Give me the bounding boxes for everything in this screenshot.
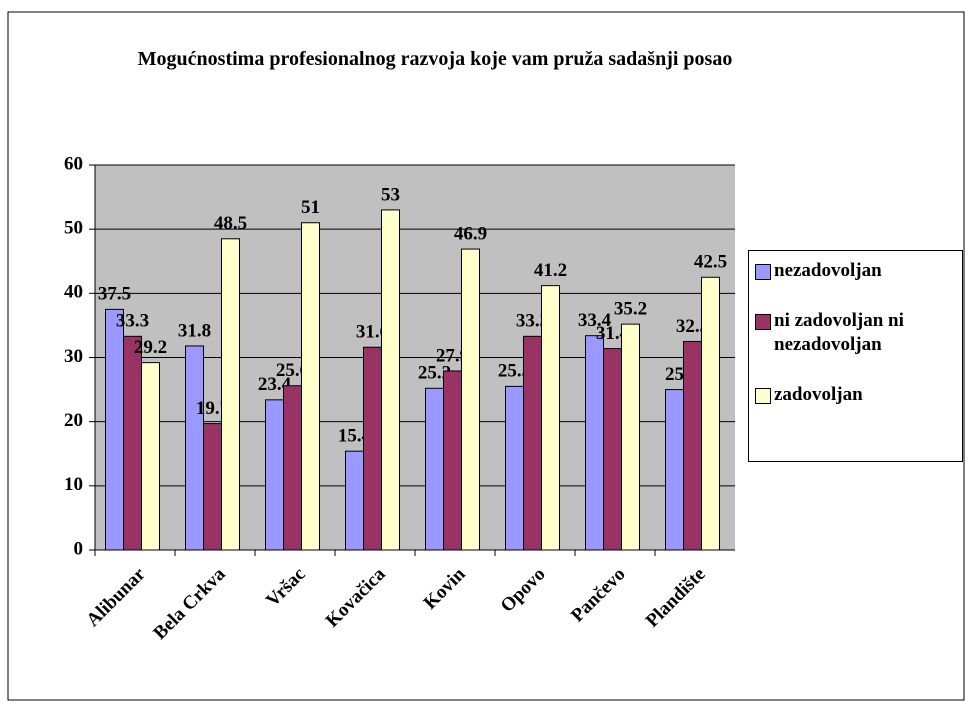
legend: nezadovoljan ni zadovoljan ni nezadovolja… [748, 250, 963, 462]
legend-label: ni zadovoljan ni nezadovoljan [774, 310, 904, 355]
data-label: 33.4 [578, 310, 612, 331]
data-label: 53 [381, 184, 400, 205]
bar [683, 340, 702, 551]
bar [585, 335, 604, 551]
legend-swatch [755, 314, 771, 330]
y-tick-label: 0 [74, 538, 84, 559]
bar [523, 335, 542, 551]
bar [541, 285, 560, 551]
legend-swatch [755, 388, 771, 404]
bar [123, 335, 142, 551]
data-label: 25.6 [276, 360, 309, 381]
y-tick-label: 40 [64, 282, 83, 303]
y-tick-label: 10 [64, 474, 83, 495]
x-tick-label: Plandište [642, 564, 710, 632]
bar [301, 222, 320, 551]
x-tick-label: Pančevo [567, 564, 630, 627]
x-tick-label: Kovin [420, 563, 470, 613]
data-label: 25 [665, 364, 684, 385]
data-label: 27.9 [436, 345, 469, 366]
legend-swatch [755, 264, 771, 280]
legend-item: nezadovoljan [755, 259, 956, 283]
bar [363, 346, 382, 551]
data-label: 33.3 [116, 311, 149, 332]
bar [425, 387, 444, 551]
bar [665, 389, 684, 551]
legend-label: nezadovoljan [774, 260, 882, 281]
legend-item: zadovoljan [755, 383, 956, 407]
bar [443, 370, 462, 551]
data-label: 31.8 [178, 320, 211, 341]
data-label: 33.3 [516, 311, 549, 332]
y-tick-label: 60 [64, 153, 83, 174]
y-tick-label: 30 [64, 346, 83, 367]
bar [203, 423, 222, 551]
y-tick-label: 20 [64, 410, 83, 431]
legend-label: zadovoljan [774, 384, 863, 405]
bar [505, 385, 524, 551]
data-label: 42.5 [694, 252, 727, 273]
data-label: 25.2 [418, 363, 451, 384]
bar [265, 399, 284, 551]
data-label: 32.5 [676, 316, 709, 337]
bar [621, 323, 640, 551]
data-label: 25.5 [498, 361, 531, 382]
x-tick-label: Alibunar [82, 563, 150, 631]
x-tick-label: Vršac [262, 564, 309, 611]
bar [105, 308, 124, 551]
y-tick-label: 50 [64, 218, 83, 239]
x-tick-label: Kovačica [322, 563, 390, 631]
bar [701, 276, 720, 551]
data-label: 29.2 [134, 337, 167, 358]
bar [381, 209, 400, 551]
bar [283, 385, 302, 551]
chart-title: Mogućnostima profesionalnog razvoja koje… [137, 48, 733, 70]
data-label: 41.2 [534, 260, 567, 281]
data-label: 35.2 [614, 298, 647, 319]
bar [141, 362, 160, 551]
bar [185, 345, 204, 551]
x-tick-label: Bela Crkva [149, 563, 230, 644]
bar [345, 450, 364, 551]
data-label: 37.5 [98, 284, 131, 305]
x-tick-label: Opovo [497, 564, 550, 617]
bar [603, 348, 622, 551]
chart-border [7, 11, 965, 701]
data-label: 31.6 [356, 322, 389, 343]
data-label: 48.5 [214, 213, 247, 234]
bar [461, 248, 480, 551]
legend-item: ni zadovoljan ni nezadovoljan [755, 309, 956, 357]
data-label: 51 [301, 197, 320, 218]
bar [221, 238, 240, 551]
data-label: 46.9 [454, 223, 487, 244]
